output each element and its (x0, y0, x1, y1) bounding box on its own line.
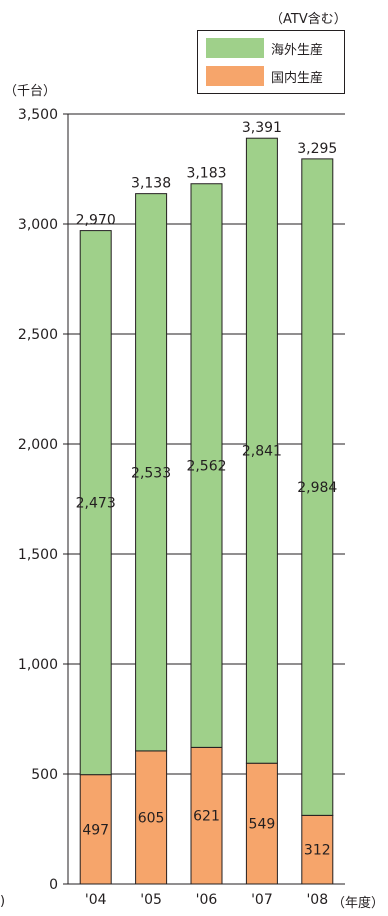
data-label-group: 497 2,473 2,970 605 2,533 3,138 621 2,562 3,183 5… (76, 120, 338, 858)
atv-note: （ATV含む） (270, 12, 347, 27)
bar-overseas (135, 193, 168, 752)
legend-label-domestic: 国内生産 (271, 70, 324, 86)
y-axis-unit-label: （千台） (4, 84, 57, 99)
y-tick-label: 500 (31, 767, 58, 783)
x-axis-unit-label: （年度） (332, 896, 385, 911)
bar-domestic (190, 746, 223, 885)
y-tick-label: 1,000 (18, 657, 58, 673)
legend-swatch-domestic (206, 66, 264, 86)
legend-label-overseas: 海外生産 (271, 42, 324, 58)
bar-domestic (135, 750, 168, 885)
x-tick-label: '06 (196, 892, 218, 908)
legend-item-overseas: 海外生産 (206, 37, 323, 59)
stray-mark: ) (0, 894, 6, 909)
x-tick-label: '07 (251, 892, 273, 908)
legend: 海外生産 国内生産 (197, 30, 345, 94)
data-label-total: 3,183 (186, 166, 226, 182)
y-tick-label: 3,500 (18, 107, 58, 123)
bar-overseas (79, 230, 112, 776)
x-tick-label: '08 (306, 892, 328, 908)
data-label-overseas: 2,984 (297, 480, 337, 496)
legend-swatch-overseas (206, 38, 264, 58)
x-tick-label: '04 (85, 892, 107, 908)
y-tick-label: 0 (49, 877, 58, 893)
data-label-total: 3,138 (131, 176, 171, 192)
data-label-domestic: 549 (249, 817, 276, 833)
bar-overseas (245, 137, 278, 764)
bar-group (79, 137, 334, 885)
y-tick-label: 3,000 (18, 217, 58, 233)
legend-item-domestic: 国内生産 (206, 65, 323, 87)
data-label-domestic: 621 (193, 809, 220, 825)
data-label-overseas: 2,473 (76, 496, 116, 512)
bar-overseas (301, 158, 334, 816)
y-tick-label: 2,500 (18, 327, 58, 343)
data-label-total: 3,295 (297, 141, 337, 157)
y-tick-label: 1,500 (18, 547, 58, 563)
data-label-total: 3,391 (242, 120, 282, 136)
x-tick-label: '05 (140, 892, 162, 908)
data-label-domestic: 497 (82, 822, 109, 838)
data-label-domestic: 605 (138, 810, 165, 826)
data-label-overseas: 2,841 (242, 444, 282, 460)
axis-group: 0 500 1,000 1,500 2,000 2,500 3,000 3,500 '04 '05… (18, 107, 345, 908)
bar-overseas (190, 183, 223, 748)
y-tick-label: 2,000 (18, 437, 58, 453)
data-label-overseas: 2,562 (186, 459, 226, 475)
data-label-total: 2,970 (76, 213, 116, 229)
data-label-domestic: 312 (304, 843, 331, 859)
bar-domestic (245, 762, 278, 885)
data-label-overseas: 2,533 (131, 465, 171, 481)
